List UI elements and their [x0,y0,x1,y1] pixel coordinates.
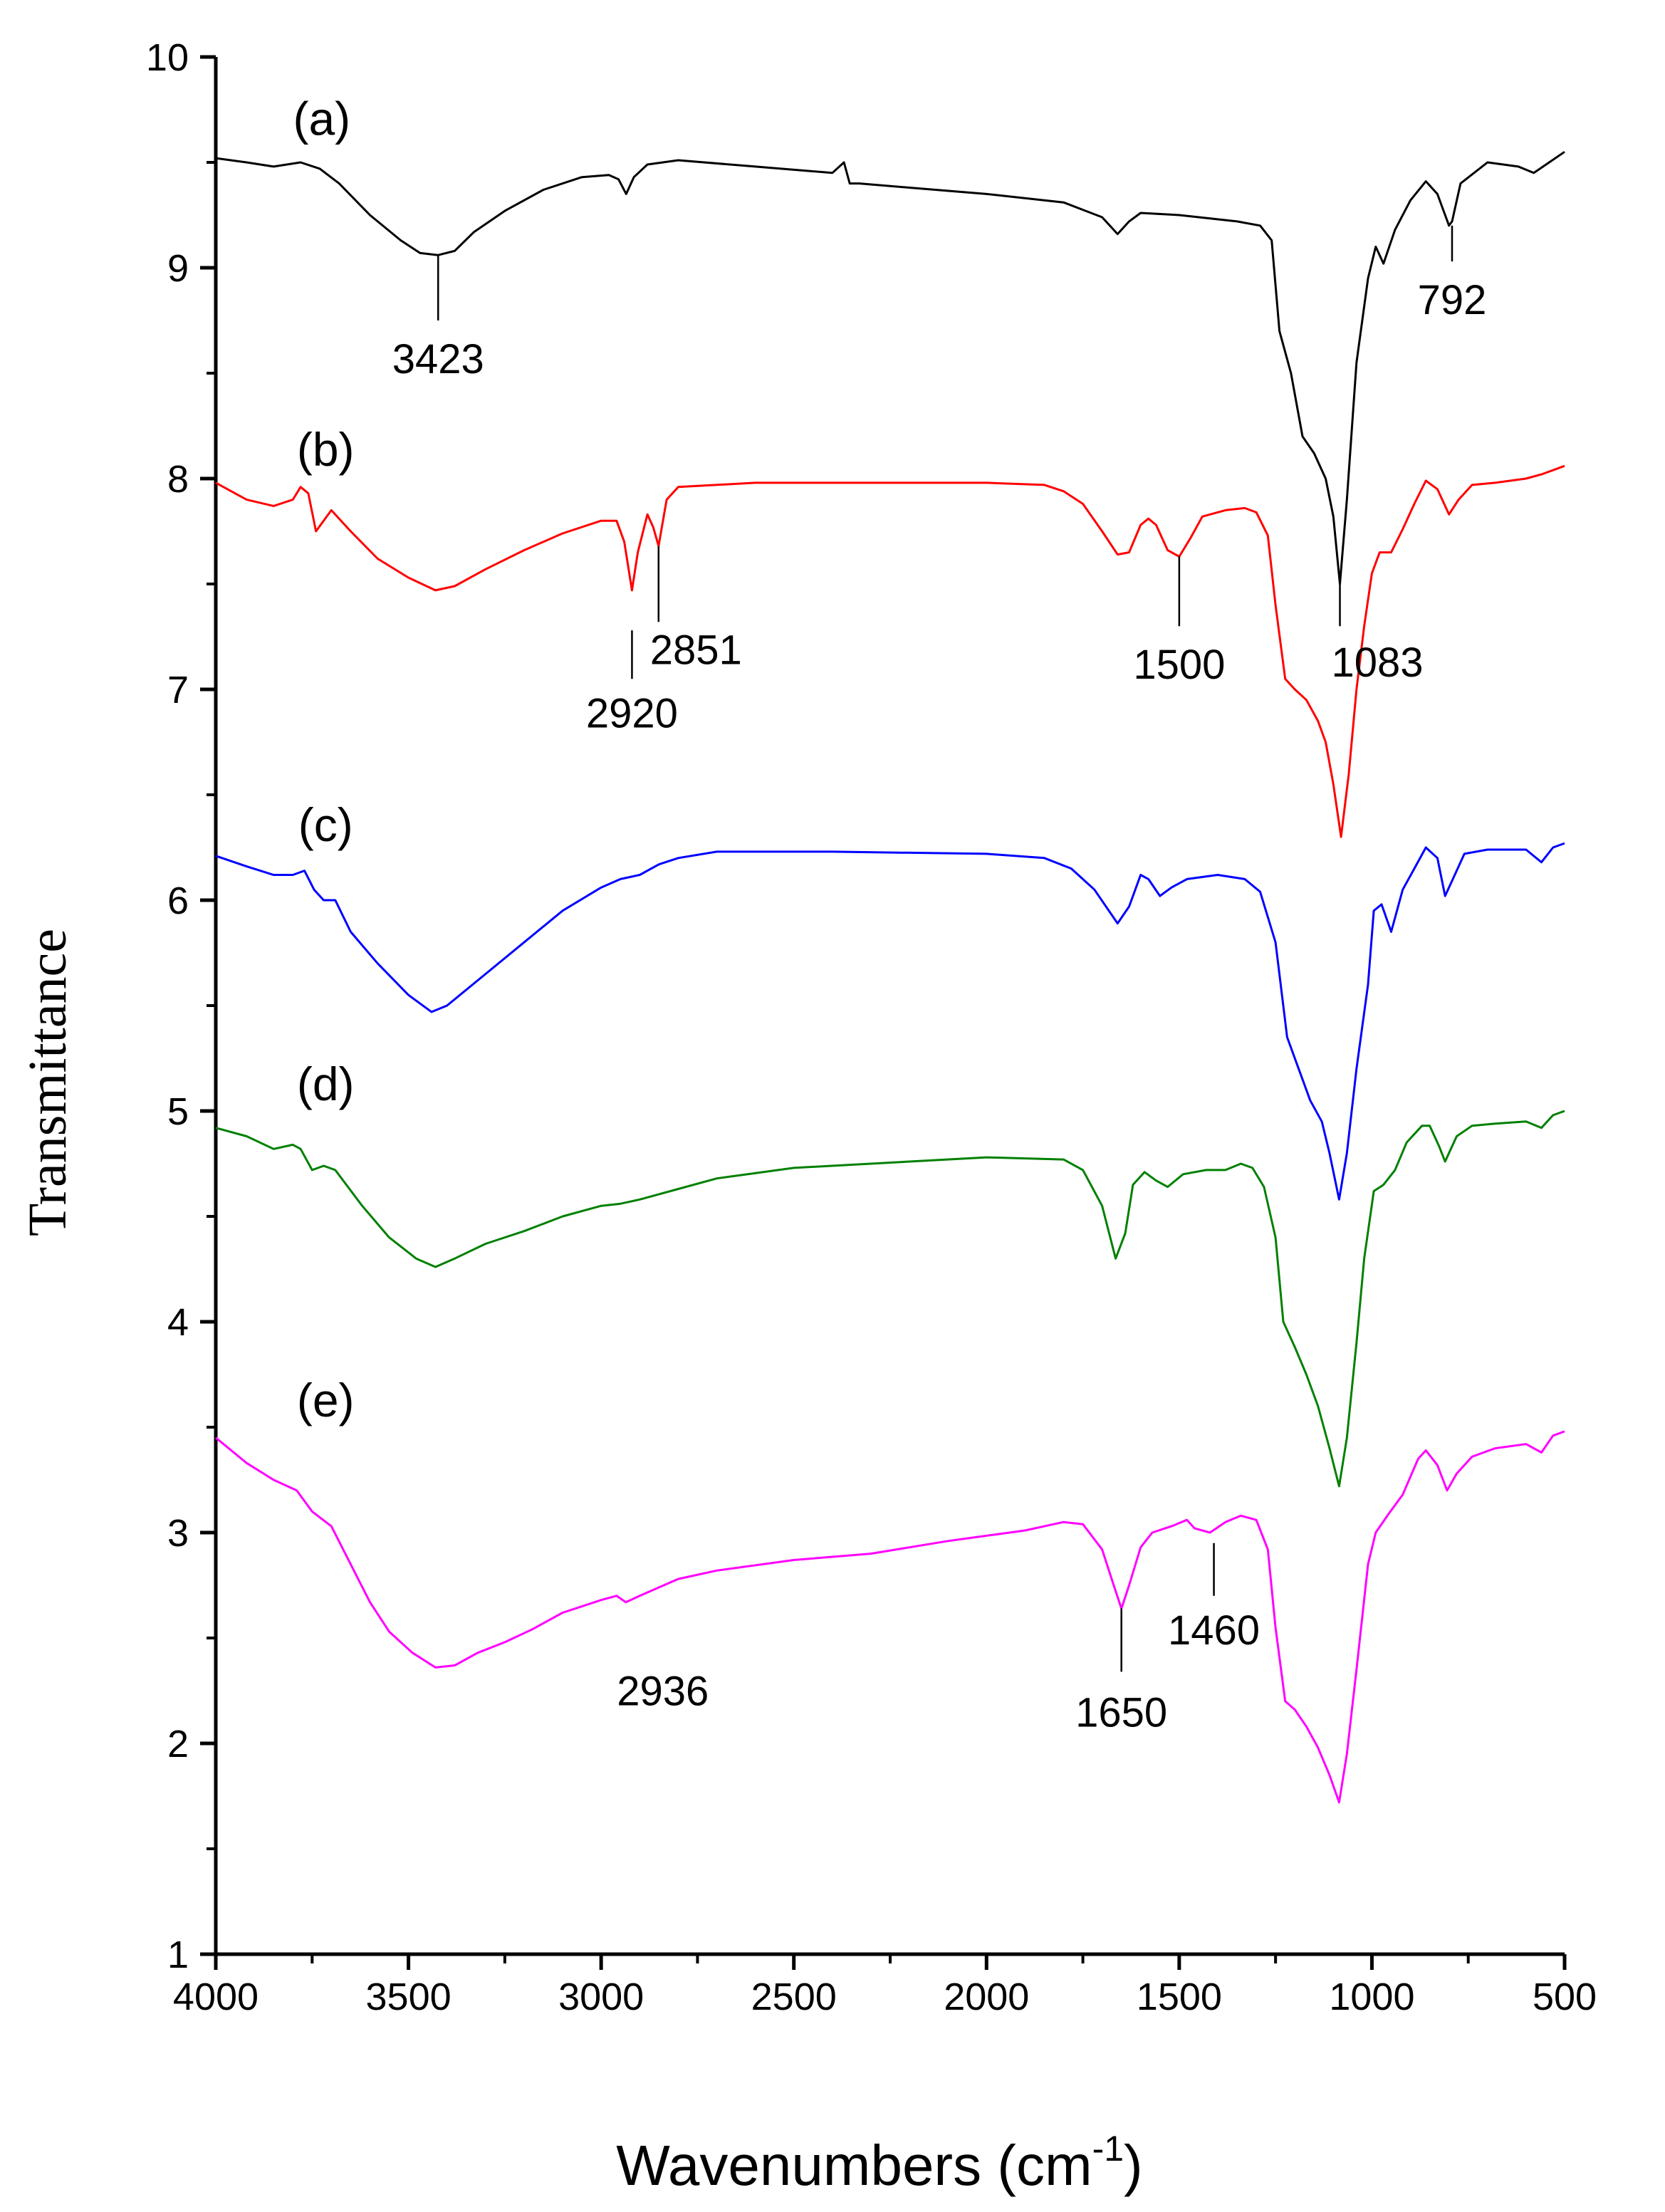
spectra-group [215,150,1565,1804]
x-axis-title-superscript: -1 [1092,2129,1124,2169]
peak-label: 1460 [1168,1607,1260,1654]
curve-labels-group: (a) (b) (c) (d) (e) [293,93,354,1427]
y-tick-label: 6 [167,880,189,922]
x-axis: 4000 3500 3000 2500 2000 1500 1000 500 [173,1954,1597,2018]
y-tick-label: 3 [167,1512,189,1555]
x-tick-label: 500 [1533,1976,1597,2018]
y-tick-label: 5 [167,1090,189,1133]
peak-label: 1500 [1133,642,1225,688]
y-tick-label: 1 [167,1934,189,1976]
spectrum-line-a [215,150,1565,585]
peak-label: 3423 [392,336,484,382]
peak-label: 2920 [586,690,678,736]
x-axis-title: Wavenumbers (cm-1) [616,2129,1142,2197]
x-tick-label: 1500 [1137,1976,1222,2018]
curve-label: (b) [297,423,355,476]
x-tick-label: 2000 [944,1976,1029,2018]
spectrum-line-b [215,464,1565,838]
spectrum-line-e [215,1430,1565,1804]
x-axis-title-suffix: ) [1124,2134,1143,2197]
y-axis: 1 2 3 4 5 6 7 8 9 10 [146,36,216,1976]
y-tick-label: 7 [167,669,189,711]
x-tick-label: 1000 [1329,1976,1414,2018]
peak-label: 1650 [1075,1689,1167,1736]
curve-label: (d) [297,1058,355,1110]
peak-label: 2851 [650,627,742,673]
y-tick-label: 2 [167,1723,189,1765]
y-tick-label: 10 [146,36,189,79]
y-tick-label: 4 [167,1301,189,1344]
spectrum-line-d [215,1110,1565,1488]
y-tick-label: 9 [167,247,189,290]
peak-label: 1083 [1332,640,1424,686]
curve-label: (a) [293,93,350,145]
y-axis-title: Transmittance [18,929,78,1236]
spectrum-line-c [215,842,1565,1201]
x-axis-title-main: Wavenumbers (cm [616,2134,1092,2197]
x-tick-label: 3500 [366,1976,452,2018]
peak-label: 2936 [617,1669,709,1715]
x-tick-label: 3000 [558,1976,644,2018]
curve-label: (e) [297,1374,355,1426]
x-tick-label: 2500 [751,1976,837,2018]
x-tick-label: 4000 [173,1976,259,2018]
peak-label: 792 [1418,277,1487,323]
curve-label: (c) [298,798,353,851]
y-tick-label: 8 [167,458,189,501]
